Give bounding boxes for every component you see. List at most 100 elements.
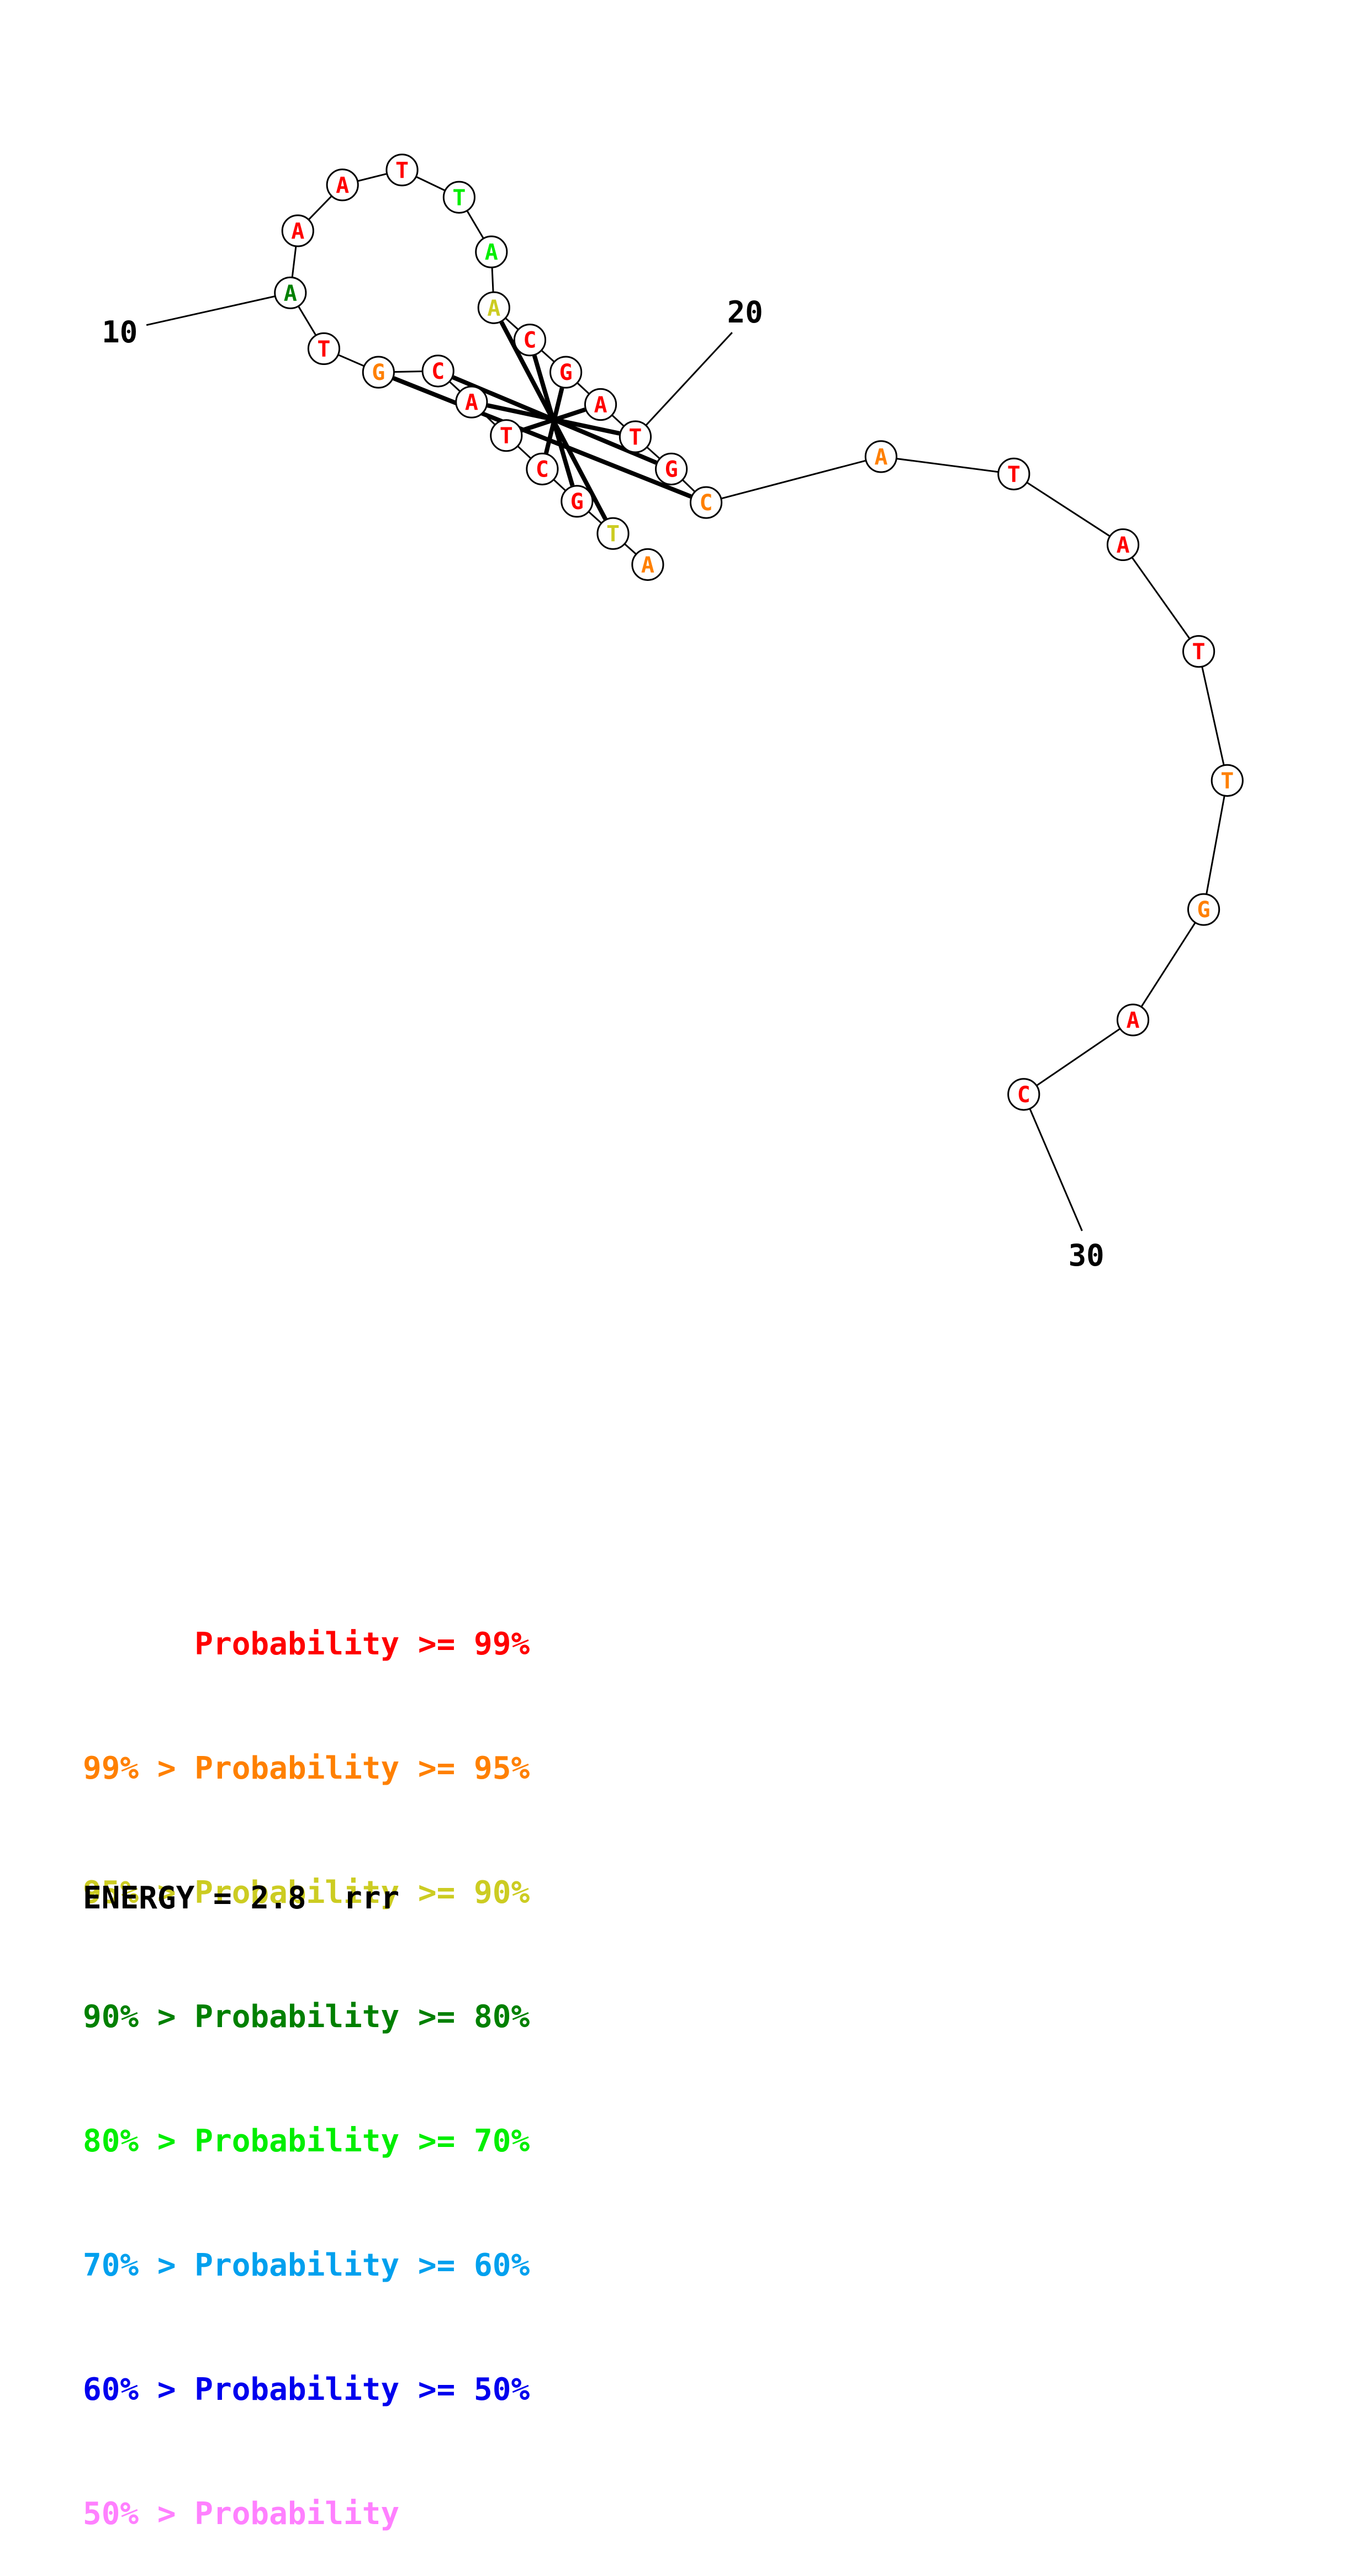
nucleotide-letter: G [665,457,678,482]
nucleotide-circle [281,214,314,247]
nucleotide-letter: A [1126,1008,1139,1033]
nucleotide: A [475,235,508,268]
base-pair-bonds [393,321,692,520]
nucleotide-letter: A [465,390,478,415]
nucleotide-circle [619,420,652,453]
nucleotide-circle [1187,893,1220,926]
nucleotide: T [385,154,419,187]
nucleotide-circle [307,332,341,365]
backbone-segment [1122,544,1199,652]
nucleotide-letter: A [874,445,887,470]
backbone-segment [706,456,881,504]
nucleotide: A [326,168,359,202]
nucleotide-circle [584,388,617,421]
nucleotide: C [1007,1078,1040,1111]
nucleotide: A [631,548,664,581]
backbone-segment [881,456,1014,475]
nucleotide: C [513,324,547,357]
nucleotide-letter: A [284,281,297,306]
backbone-segment [1132,909,1204,1020]
nucleotide: T [490,419,523,452]
nucleotide: A [274,276,307,309]
nucleotide-letter: C [523,328,536,353]
nucleotide-letter: T [606,521,620,547]
probability-legend: Probability >= 99% 99% > Probability >= … [83,1541,530,2576]
index-markers: 10 20 30 [102,292,1104,1273]
base-pair-bond [393,376,692,499]
legend-line-p60: 70% > Probability >= 60% [83,2247,530,2283]
nucleotide: T [1211,764,1244,797]
legend-line-p80: 90% > Probability >= 80% [83,1999,530,2035]
nucleotide: G [561,485,594,518]
legend-line-plt50: 50% > Probability [83,2496,400,2532]
nucleotide-circle [689,486,723,519]
nucleotide: A [1116,1003,1150,1036]
nucleotide-letter: A [485,240,498,265]
legend-line-p99: Probability >= 99% [83,1626,530,1662]
energy-label: ENERGY = 2.8 rrr [83,1880,400,1916]
index-tick-line [146,292,291,326]
nucleotide-letter: T [395,158,409,183]
nucleotide-circle [549,356,583,389]
index-label-10: 10 [102,315,138,350]
nucleotide-letter: T [317,336,330,362]
legend-line-p70: 80% > Probability >= 70% [83,2123,530,2159]
nucleotide: C [421,355,454,388]
nucleotide-letter: A [487,295,500,321]
nucleotide-letter: A [336,173,349,198]
nucleotide-letter: T [1220,768,1234,794]
nucleotide: T [997,457,1030,490]
nucleotide: C [689,486,723,519]
legend-line-p50: 60% > Probability >= 50% [83,2372,530,2408]
nucleotide: A [455,385,488,419]
nucleotide-circle [326,168,359,202]
nucleotide-circle [455,385,488,419]
nucleotide-circle [561,485,594,518]
nucleotide-letter: G [1197,897,1211,923]
index-label-30: 30 [1069,1238,1104,1273]
backbone-segment [1013,473,1124,546]
nucleotide-circle [490,419,523,452]
nucleotide-circle [596,517,630,550]
nucleotide: G [655,452,688,485]
nucleotide-circle [362,356,395,389]
nucleotide-circle [421,355,454,388]
nucleotide-letter: A [641,552,654,578]
nucleotide-circle [1106,528,1140,562]
nucleotide-circle [477,291,510,324]
nucleotide: A [477,291,510,324]
nucleotide: T [1182,635,1215,668]
backbone-segment [1198,651,1228,781]
nucleotide-circle [274,276,307,309]
legend-line-p95: 99% > Probability >= 95% [83,1750,530,1786]
nucleotide-letter: T [628,425,642,450]
nucleotide: C [526,452,559,485]
nucleotide-circle [655,452,688,485]
nucleotide: A [281,214,314,247]
nucleotide-letter: A [291,219,304,244]
nucleotide-letter: C [1017,1082,1030,1108]
nucleotide-circle [442,181,475,214]
nucleotide: G [362,356,395,389]
nucleotide-letter: G [372,360,385,385]
nucleotide-letter: T [1007,462,1021,487]
base-pair-bond [452,375,657,465]
nucleotide-circle [475,235,508,268]
nucleotide-letter: G [570,489,584,515]
index-label-20: 20 [727,295,763,330]
nucleotide: G [1187,893,1220,926]
nucleotide-circle [631,548,664,581]
nucleotide: A [1106,528,1140,562]
nucleotide-circle [997,457,1030,490]
nucleotide-letter: T [452,185,466,210]
legend-line-p90: 95% > Probability >= 90% [83,1875,530,1911]
nucleotide-letter: C [699,490,712,516]
nucleotide-letter: C [536,457,549,482]
nucleotide-letter: T [1192,639,1206,665]
nucleotide-circle [513,324,547,357]
nucleotide: T [442,181,475,214]
nucleotide-letter: A [1116,532,1129,558]
nucleotide-letter: C [431,359,445,384]
